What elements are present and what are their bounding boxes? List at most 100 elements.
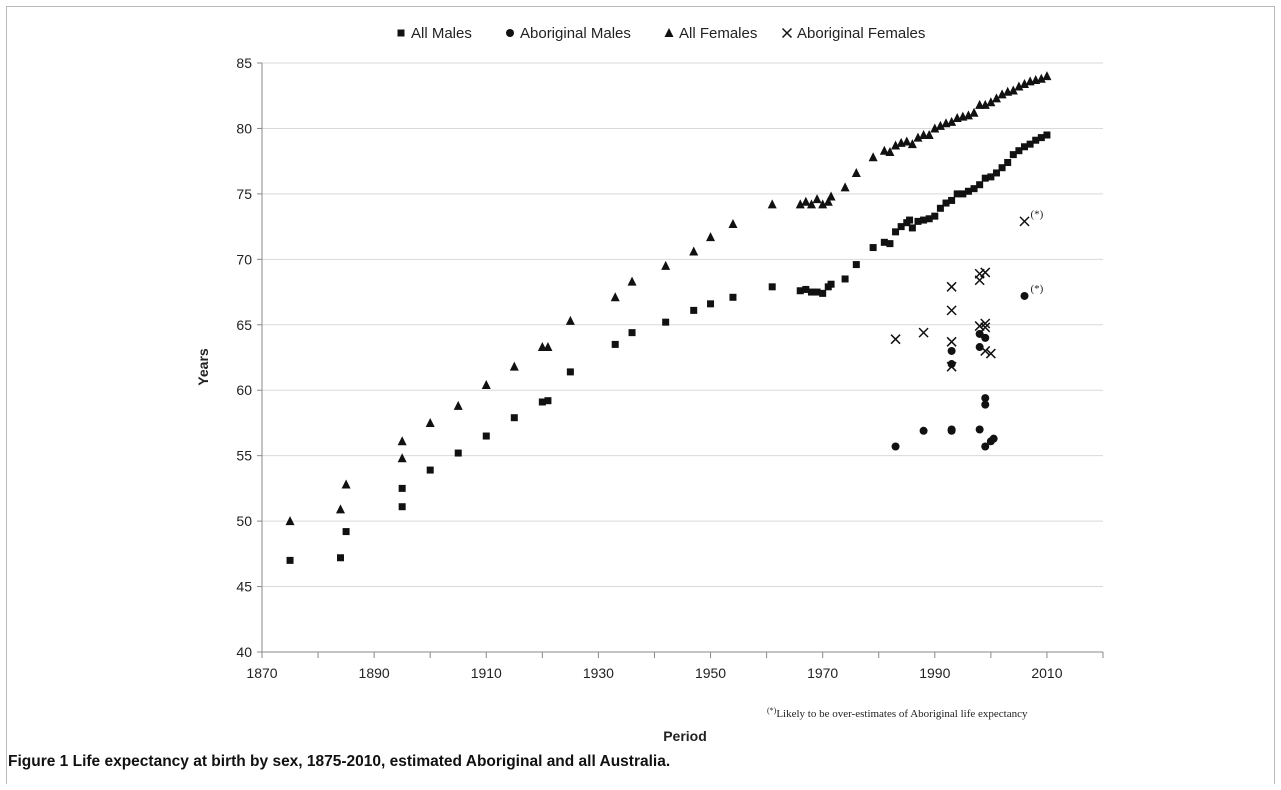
all-males-point — [892, 228, 900, 236]
y-tick-label: 80 — [236, 120, 252, 136]
x-tick-label: 1930 — [583, 665, 614, 681]
footnote-mark: (*) — [767, 706, 777, 715]
all-males-point — [931, 212, 939, 220]
all-males-point — [286, 556, 294, 564]
all-females-point — [868, 152, 878, 162]
all-females-point — [891, 140, 901, 150]
all-males-point — [707, 300, 715, 308]
y-tick-label: 45 — [236, 579, 252, 595]
all-females-point — [963, 110, 973, 120]
y-tick-label: 40 — [236, 644, 252, 660]
all-males-point — [906, 216, 914, 224]
all-females-point — [935, 120, 945, 130]
x-axis-title: Period — [663, 728, 707, 744]
x-tick-label: 1970 — [807, 665, 838, 681]
aboriginal-males-point — [981, 394, 990, 403]
figure-frame — [6, 6, 1275, 784]
all-females-point — [285, 516, 295, 526]
all-males-point — [987, 173, 995, 181]
legend-all-females-marker — [664, 28, 674, 37]
all-males-point — [813, 288, 821, 296]
all-females-point — [689, 246, 699, 256]
all-males-point — [1009, 151, 1017, 159]
all-females-point — [991, 93, 1001, 103]
all-males-point — [897, 223, 905, 231]
all-females-point — [840, 182, 850, 192]
all-males-point — [942, 199, 950, 207]
all-males-point — [729, 293, 737, 301]
x-tick-label: 1950 — [695, 665, 726, 681]
all-males-point — [852, 261, 860, 269]
all-females-point — [997, 89, 1007, 99]
all-males-point — [886, 240, 894, 248]
all-females-point — [1042, 71, 1052, 81]
aboriginal-males-point — [919, 426, 928, 435]
all-males-point — [880, 238, 888, 246]
all-males-point — [398, 503, 406, 511]
y-tick-label: 55 — [236, 448, 252, 464]
all-females-point — [1036, 73, 1046, 83]
aboriginal-females-point — [980, 318, 991, 329]
chart-axes: 40 45 50 55 60 65 70 75 80 85 1870 1890 1910 1930 1950… — [236, 55, 1104, 681]
aboriginal-females-point — [980, 322, 991, 333]
legend-all-females-label: All Females — [679, 25, 757, 42]
aboriginal-males-point — [981, 400, 990, 409]
aboriginal-males-point — [947, 425, 956, 434]
x-tick-label: 2010 — [1031, 665, 1062, 681]
aboriginal-females-point — [946, 336, 957, 347]
all-males-point — [970, 185, 978, 193]
y-axis-title: Years — [195, 348, 211, 386]
all-males-point — [908, 224, 916, 232]
all-males-point — [538, 398, 546, 406]
all-males-point — [920, 216, 928, 224]
legend-all-males-marker — [397, 29, 405, 37]
all-males-point — [936, 204, 944, 212]
aboriginal-males-point — [981, 333, 990, 342]
aboriginal-females-point — [918, 327, 929, 338]
aboriginal-males-point — [947, 346, 956, 355]
x-tick-label: 1890 — [359, 665, 390, 681]
aboriginal-males-point — [975, 425, 984, 434]
all-males-point — [1032, 136, 1040, 144]
all-females-point — [481, 379, 491, 389]
y-tick-label: 85 — [236, 55, 252, 71]
y-tick-label: 65 — [236, 317, 252, 333]
x-tick-label: 1910 — [471, 665, 502, 681]
all-males-point — [802, 285, 810, 293]
all-females-point — [335, 504, 345, 514]
all-females-point — [986, 97, 996, 107]
legend-aboriginal-females-label: Aboriginal Females — [797, 25, 925, 42]
all-females-point — [1014, 81, 1024, 91]
y-tick-label: 75 — [236, 186, 252, 202]
all-females-point — [453, 400, 463, 410]
all-females-point — [947, 116, 957, 126]
all-males-point — [992, 169, 1000, 177]
all-males-point — [1037, 134, 1045, 142]
aboriginal-females-point — [985, 348, 996, 359]
all-females-point — [341, 479, 351, 489]
aboriginal-females-point — [980, 267, 991, 278]
all-males-point — [953, 190, 961, 198]
all-males-point — [959, 190, 967, 198]
all-females-point — [913, 132, 923, 142]
legend-aboriginal-females-marker — [781, 27, 793, 39]
y-tick-label: 60 — [236, 382, 252, 398]
all-females-point — [907, 139, 917, 149]
all-males-point — [768, 283, 776, 291]
all-females-point — [801, 196, 811, 206]
all-males-point — [342, 528, 350, 536]
aboriginal-males-point — [947, 360, 956, 369]
all-females-point — [823, 196, 833, 206]
all-males-point — [981, 174, 989, 182]
all-females-point — [812, 194, 822, 204]
all-males-point — [628, 329, 636, 337]
all-females-point — [767, 199, 777, 209]
all-males-point — [544, 397, 552, 405]
chart-legend: All Males Aboriginal Males All Females Abor… — [397, 25, 925, 42]
all-females-point — [397, 436, 407, 446]
all-males-point — [998, 164, 1006, 172]
all-males-point — [819, 289, 827, 297]
all-males-point — [566, 368, 574, 376]
all-males-point — [1021, 143, 1029, 151]
